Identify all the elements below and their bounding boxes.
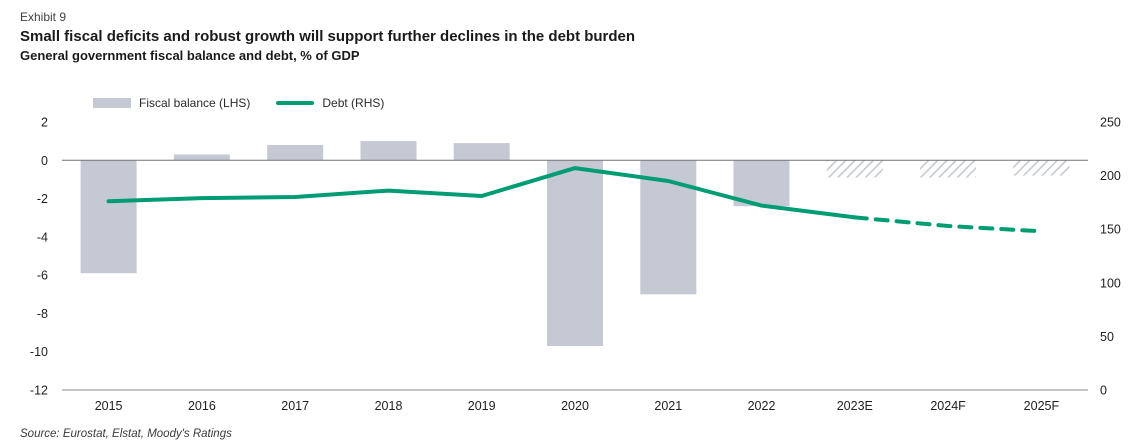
x-axis-label-2015: 2015	[95, 399, 123, 413]
legend: Fiscal balance (LHS) Debt (RHS)	[93, 96, 384, 110]
chart-subtitle: General government fiscal balance and de…	[20, 48, 360, 63]
x-axis-label-2025F: 2025F	[1024, 399, 1060, 413]
fiscal-balance-bar-2025F	[1013, 160, 1070, 176]
right-axis-tick: 50	[1100, 330, 1114, 344]
left-axis-tick: -8	[37, 307, 48, 321]
x-axis-label-2021: 2021	[654, 399, 682, 413]
chart-title: Small fiscal deficits and robust growth …	[20, 28, 636, 45]
left-axis-tick: 0	[41, 154, 48, 168]
x-axis-label-2018: 2018	[375, 399, 403, 413]
debt-line-swatch	[276, 101, 315, 105]
x-axis-label-2020: 2020	[561, 399, 589, 413]
chart-svg: 2 0 -2 -4 -6 -8 -10 -12 250 200 150 100 50 0 2015 2016 2…	[30, 116, 1121, 414]
fiscal-balance-bar-2016	[173, 154, 230, 161]
fiscal-balance-bar-2023E	[826, 160, 883, 178]
left-axis-tick: -4	[37, 230, 48, 244]
fiscal-balance-bar-2017	[267, 145, 324, 161]
debt-line-dashed	[852, 215, 1044, 234]
x-axis-label-2019: 2019	[468, 399, 496, 413]
legend-item-debt: Debt (RHS)	[276, 96, 384, 110]
x-axis-label-2023E: 2023E	[837, 399, 873, 413]
legend-label-fiscal-balance: Fiscal balance (LHS)	[139, 96, 251, 110]
left-axis-tick: -2	[37, 192, 48, 206]
right-axis-tick: 100	[1100, 276, 1121, 290]
chart-header: Exhibit 9 Small fiscal deficits and robu…	[20, 10, 635, 63]
fiscal-balance-swatch	[93, 98, 131, 108]
x-axis-label-2022: 2022	[748, 399, 776, 413]
right-axis-tick: 250	[1100, 116, 1121, 130]
right-axis-tick: 200	[1100, 169, 1121, 183]
fiscal-balance-bar-2018	[360, 141, 417, 161]
left-axis-tick: -10	[30, 345, 48, 359]
legend-label-debt: Debt (RHS)	[322, 96, 385, 110]
fiscal-balance-bar-2015	[80, 160, 137, 274]
source-note: Source: Eurostat, Elstat, Moody's Rating…	[20, 428, 232, 440]
fiscal-balance-bar-2024F	[920, 160, 977, 178]
fiscal-balance-bar-2020	[547, 160, 603, 346]
right-axis-tick: 150	[1100, 223, 1121, 237]
left-axis-tick: -12	[30, 384, 48, 398]
fiscal-balance-bar-2022	[733, 160, 790, 207]
fiscal-balance-bar-2019	[453, 143, 510, 161]
exhibit-label: Exhibit 9	[20, 10, 67, 24]
left-axis-tick: 2	[41, 116, 48, 130]
x-axis-label-2024F: 2024F	[930, 399, 966, 413]
legend-item-fiscal-balance: Fiscal balance (LHS)	[93, 96, 250, 110]
left-axis-tick: -6	[37, 269, 48, 283]
debt-line-solid	[106, 166, 857, 220]
x-axis-label-2016: 2016	[188, 399, 216, 413]
x-axis-label-2017: 2017	[281, 399, 309, 413]
right-axis-tick: 0	[1100, 384, 1107, 398]
